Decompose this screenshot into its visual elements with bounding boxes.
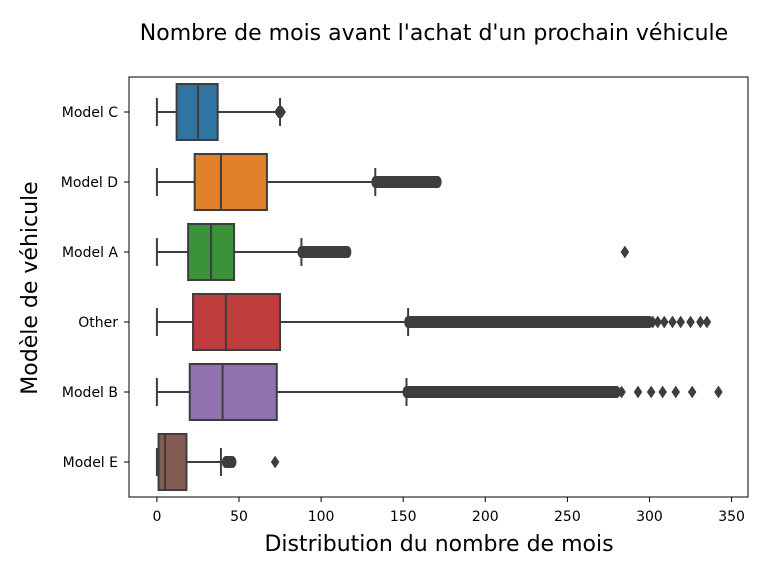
- plot-area: [155, 83, 723, 491]
- y-tick-label: Model E: [63, 455, 118, 471]
- box-group-model-b: [155, 363, 723, 421]
- x-tick-label: 200: [472, 509, 499, 525]
- outlier-cluster: [404, 316, 654, 328]
- outlier-cluster: [371, 176, 442, 188]
- iqr-box: [192, 293, 282, 351]
- x-tick-label: 350: [718, 509, 745, 525]
- outlier-point: [676, 315, 685, 329]
- x-tick-label: 300: [636, 509, 663, 525]
- outlier-point: [686, 315, 695, 329]
- x-axis-label: Distribution du nombre de mois: [264, 532, 613, 557]
- y-tick-label: Model C: [62, 105, 118, 121]
- box-group-model-a: [155, 223, 630, 281]
- y-axis-label: Modèle de véhicule: [18, 181, 43, 394]
- x-tick-label: 250: [554, 509, 581, 525]
- x-tick-label: 50: [230, 509, 248, 525]
- box-group-other: [155, 293, 712, 351]
- iqr-box: [157, 433, 188, 491]
- outlier-point: [702, 315, 712, 329]
- outlier-point: [653, 315, 662, 329]
- box-group-model-c: [155, 83, 286, 141]
- plot-frame: [128, 76, 749, 498]
- outlier-point: [228, 455, 237, 469]
- box-group-model-d: [155, 153, 442, 211]
- outlier-point: [221, 455, 231, 469]
- iqr-box: [193, 153, 268, 211]
- outlier-point: [659, 315, 669, 329]
- x-tick-label: 0: [152, 509, 161, 525]
- x-tick-label: 100: [308, 509, 335, 525]
- outlier-point: [270, 455, 280, 469]
- outlier-point: [620, 245, 630, 259]
- chart-title: Nombre de mois avant l'achat d'un procha…: [140, 21, 728, 46]
- y-tick-label: Model D: [61, 175, 118, 191]
- outlier-point: [687, 385, 697, 399]
- outlier-point: [671, 385, 681, 399]
- outlier-cluster: [402, 386, 621, 398]
- outlier-point: [633, 385, 643, 399]
- outlier-point: [668, 315, 677, 329]
- outlier-point: [617, 385, 626, 399]
- box-group-model-e: [155, 433, 280, 491]
- outlier-point: [658, 385, 667, 399]
- iqr-box: [188, 363, 278, 421]
- outlier-point: [646, 385, 656, 399]
- outlier-point: [714, 385, 723, 399]
- x-tick-label: 150: [390, 509, 417, 525]
- outlier-cluster: [297, 246, 352, 258]
- y-tick-label: Other: [78, 315, 118, 331]
- outlier-point: [277, 105, 286, 119]
- y-tick-label: Model A: [62, 245, 118, 261]
- outlier-point: [696, 315, 705, 329]
- axis-ticks: Model C Model D Model A Other Model B Model E…: [61, 105, 745, 525]
- y-tick-label: Model B: [62, 385, 118, 401]
